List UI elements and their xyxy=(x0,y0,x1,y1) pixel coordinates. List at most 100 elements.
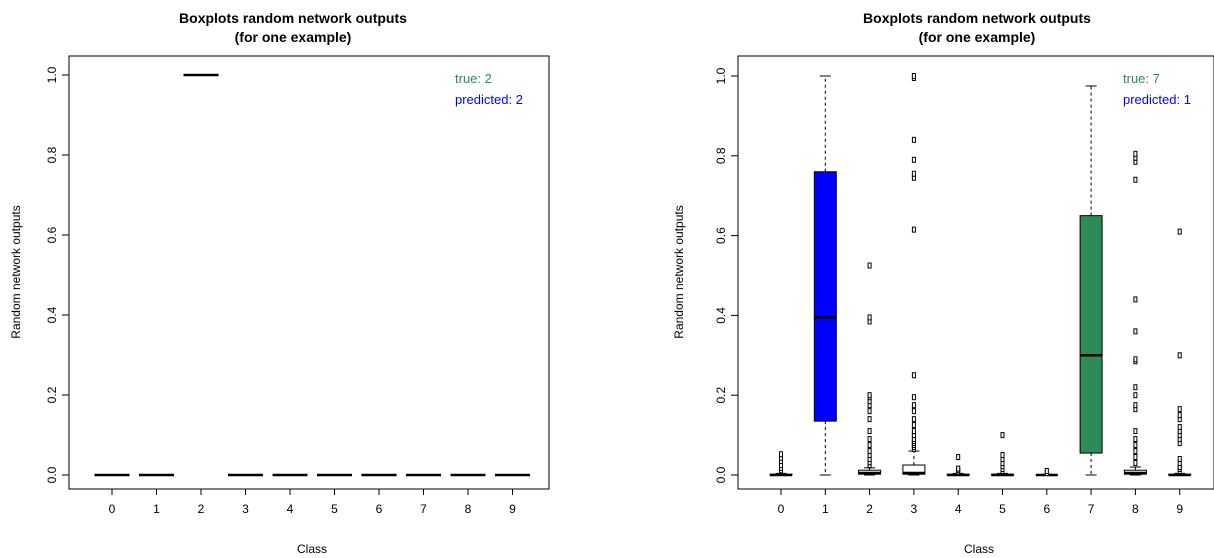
outlier-point xyxy=(911,226,916,233)
outlier-point xyxy=(911,156,916,163)
boxplot-class-4 xyxy=(946,454,970,477)
outlier-point xyxy=(911,170,916,177)
x-tick-label: 8 xyxy=(1132,502,1139,516)
outlier-point xyxy=(1133,448,1138,455)
x-tick-label: 6 xyxy=(376,502,383,516)
outlier-point xyxy=(1177,352,1182,359)
outlier-point xyxy=(911,372,916,379)
y-tick-label: 0.2 xyxy=(714,387,728,404)
outlier-point xyxy=(956,465,961,472)
outlier-point xyxy=(867,436,872,443)
y-axis-label: Random network outputs xyxy=(672,205,686,338)
outlier-point xyxy=(867,416,872,423)
x-tick-label: 6 xyxy=(1043,502,1050,516)
boxplot-class-1 xyxy=(813,75,837,476)
y-tick-label: 1.0 xyxy=(45,66,59,83)
x-tick-label: 0 xyxy=(109,502,116,516)
outlier-point xyxy=(1133,454,1138,461)
x-axis-label: Class xyxy=(964,542,994,556)
annotation-true: true: 2 xyxy=(455,71,492,86)
chart-title-line1: Boxplots random network outputs xyxy=(863,10,1091,26)
outlier-point xyxy=(867,408,872,415)
outlier-point xyxy=(1177,424,1182,431)
boxplot-chart-right: Boxplots random network outputs (for one… xyxy=(672,10,1214,556)
x-axis-label: Class xyxy=(297,542,327,556)
x-tick-label: 5 xyxy=(331,502,338,516)
outlier-point xyxy=(911,428,916,435)
box xyxy=(1079,215,1103,454)
y-axis-label: Random network outputs xyxy=(9,205,23,338)
outlier-point xyxy=(1133,460,1138,467)
outlier-point xyxy=(911,422,916,429)
outlier-point xyxy=(911,402,916,409)
outlier-point xyxy=(1133,436,1138,443)
x-tick-label: 5 xyxy=(999,502,1006,516)
box xyxy=(813,171,837,422)
x-tick-label: 2 xyxy=(866,502,873,516)
plot-frame xyxy=(68,55,550,490)
outlier-point xyxy=(911,408,916,415)
outlier-point xyxy=(956,454,961,461)
y-tick-label: 1.0 xyxy=(714,67,728,84)
boxplot-class-8 xyxy=(1123,150,1147,476)
outlier-point xyxy=(1000,432,1005,439)
y-tick-label: 0.6 xyxy=(714,227,728,244)
outlier-point xyxy=(867,448,872,455)
y-tick-label: 0.4 xyxy=(45,306,59,323)
x-tick-label: 1 xyxy=(153,502,160,516)
boxplot-chart-left: Boxplots random network outputs (for one… xyxy=(9,10,550,556)
x-tick-label: 4 xyxy=(287,502,294,516)
outlier-point xyxy=(1133,392,1138,399)
x-tick-label: 7 xyxy=(1088,502,1095,516)
outlier-point xyxy=(1133,176,1138,183)
y-tick-label: 0.6 xyxy=(45,226,59,243)
outlier-point xyxy=(1133,150,1138,157)
outlier-point xyxy=(1177,406,1182,413)
boxplot-class-2 xyxy=(858,262,882,476)
outlier-point xyxy=(867,262,872,269)
boxplot-class-6 xyxy=(1035,468,1058,477)
outlier-point xyxy=(911,394,916,401)
x-tick-label: 3 xyxy=(242,502,249,516)
x-tick-label: 1 xyxy=(822,502,829,516)
boxplot-class-9 xyxy=(1168,228,1192,477)
boxplot-class-5 xyxy=(991,432,1014,477)
outlier-point xyxy=(1000,452,1005,459)
outlier-point xyxy=(867,314,872,321)
outlier-point xyxy=(1177,456,1182,463)
outlier-point xyxy=(911,73,916,79)
outlier-point xyxy=(911,136,916,143)
x-tick-label: 7 xyxy=(420,502,427,516)
boxplot-class-7 xyxy=(1079,85,1103,476)
chart-title-line1: Boxplots random network outputs xyxy=(179,10,407,26)
outlier-point xyxy=(779,451,783,458)
outlier-point xyxy=(1133,328,1138,335)
outlier-point xyxy=(1133,384,1138,391)
outlier-point xyxy=(911,416,916,423)
chart-title-line2: (for one example) xyxy=(919,29,1036,45)
outlier-point xyxy=(1133,356,1138,363)
outlier-point xyxy=(867,392,872,399)
annotation-predicted: predicted: 2 xyxy=(455,92,523,107)
x-tick-label: 2 xyxy=(198,502,205,516)
outlier-point xyxy=(1044,468,1049,475)
chart-title-line2: (for one example) xyxy=(235,29,352,45)
y-tick-label: 0.2 xyxy=(45,386,59,403)
outlier-point xyxy=(1177,228,1182,235)
y-tick-label: 0.0 xyxy=(45,466,59,483)
annotation-true: true: 7 xyxy=(1123,71,1160,86)
annotation-predicted: predicted: 1 xyxy=(1123,92,1191,107)
boxplot-class-3 xyxy=(902,73,926,476)
x-tick-label: 8 xyxy=(465,502,472,516)
outlier-point xyxy=(1133,402,1138,409)
y-tick-label: 0.8 xyxy=(45,146,59,163)
outlier-point xyxy=(867,428,872,435)
outlier-point xyxy=(1133,428,1138,435)
outlier-point xyxy=(1177,412,1182,419)
plot-frame xyxy=(737,55,1214,490)
outlier-point xyxy=(1133,442,1138,449)
x-tick-label: 9 xyxy=(1176,502,1183,516)
x-tick-label: 3 xyxy=(911,502,918,516)
boxplot-class-0 xyxy=(769,451,793,477)
y-tick-label: 0.8 xyxy=(714,147,728,164)
